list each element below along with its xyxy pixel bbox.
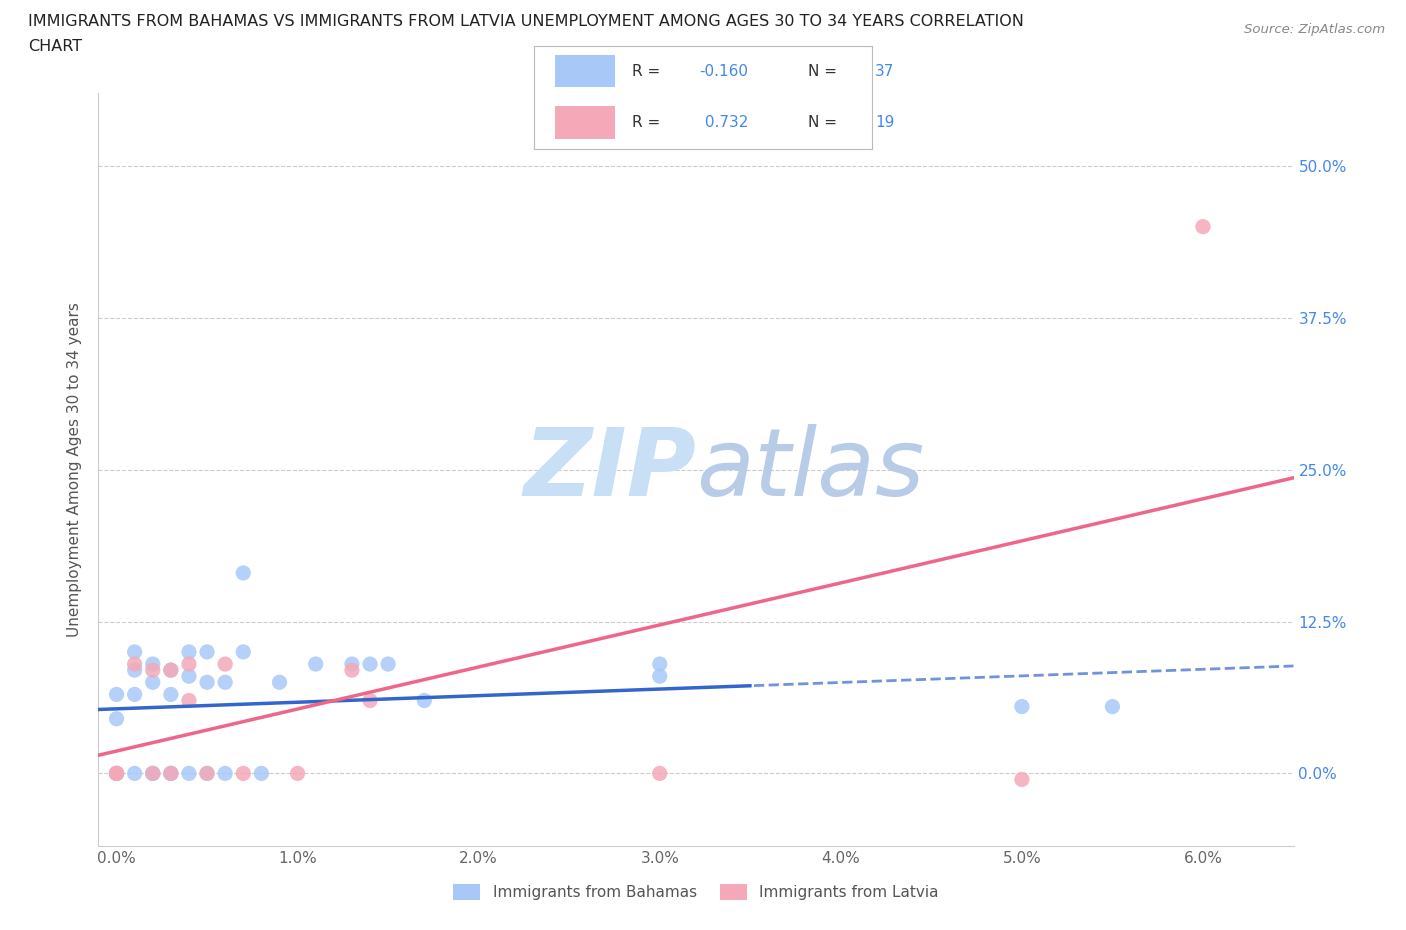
Point [105,766,128,781]
Point [142,657,165,671]
Point [195,644,218,659]
Point [160,766,183,781]
Point [142,766,165,781]
Point [359,693,381,708]
Point [250,766,273,781]
Point [124,687,146,702]
Point [340,663,363,678]
Text: R =: R = [633,63,665,78]
Text: 0.732: 0.732 [700,114,748,129]
Legend: Immigrants from Bahamas, Immigrants from Latvia: Immigrants from Bahamas, Immigrants from… [447,878,945,907]
Point [177,657,200,671]
Point [105,687,128,702]
Point [142,675,165,690]
Point [1192,219,1215,234]
Point [124,766,146,781]
Point [160,663,183,678]
Text: atlas: atlas [696,424,924,515]
Point [648,657,671,671]
Text: Source: ZipAtlas.com: Source: ZipAtlas.com [1244,23,1385,36]
Point [160,766,183,781]
Point [124,644,146,659]
Point [195,766,218,781]
Point [105,766,128,781]
Point [177,669,200,684]
Point [232,644,254,659]
Text: CHART: CHART [28,39,82,54]
Text: N =: N = [807,114,841,129]
Point [287,766,309,781]
Point [377,657,399,671]
Point [124,657,146,671]
Point [142,663,165,678]
Text: N =: N = [807,63,841,78]
Point [177,693,200,708]
Text: 19: 19 [875,114,894,129]
Point [359,657,381,671]
Text: ZIP: ZIP [523,424,696,515]
Text: 37: 37 [875,63,894,78]
Point [232,766,254,781]
Text: IMMIGRANTS FROM BAHAMAS VS IMMIGRANTS FROM LATVIA UNEMPLOYMENT AMONG AGES 30 TO : IMMIGRANTS FROM BAHAMAS VS IMMIGRANTS FR… [28,14,1024,29]
Point [413,693,436,708]
Text: R =: R = [633,114,665,129]
Point [195,675,218,690]
Point [232,565,254,580]
Text: -0.160: -0.160 [700,63,748,78]
Point [214,675,236,690]
Point [1101,699,1123,714]
Point [105,766,128,781]
Point [160,687,183,702]
Point [124,663,146,678]
FancyBboxPatch shape [554,106,616,139]
Point [214,657,236,671]
Point [177,766,200,781]
Y-axis label: Unemployment Among Ages 30 to 34 years: Unemployment Among Ages 30 to 34 years [67,302,83,637]
Point [105,766,128,781]
Point [648,766,671,781]
Point [1011,772,1033,787]
Point [214,766,236,781]
Point [105,711,128,726]
Point [195,766,218,781]
Point [142,766,165,781]
Point [648,669,671,684]
Point [269,675,291,690]
FancyBboxPatch shape [554,55,616,87]
Point [160,663,183,678]
Point [1011,699,1033,714]
Point [105,766,128,781]
Point [160,766,183,781]
Point [305,657,328,671]
Point [340,657,363,671]
Point [177,644,200,659]
Point [142,766,165,781]
